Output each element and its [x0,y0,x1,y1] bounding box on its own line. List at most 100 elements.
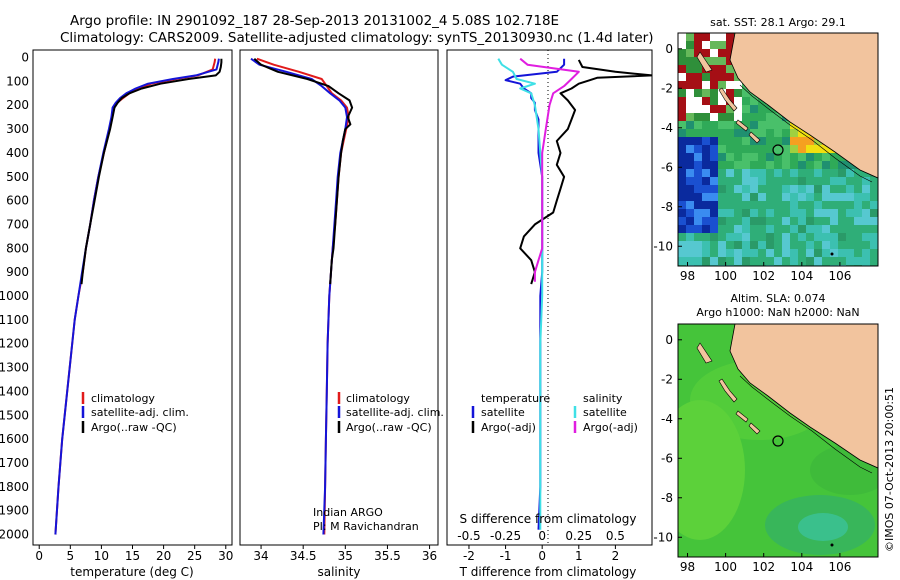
sst-cell [814,161,822,169]
sst-cell [862,177,870,185]
sst-cell [750,161,758,169]
y-tick-label: 1100 [0,313,29,327]
sst-cell [694,217,702,225]
sst-cell [734,185,742,193]
sst-cell [750,249,758,257]
sst-cell [742,89,750,97]
sst-cell [758,105,766,113]
sst-cell [686,161,694,169]
sst-cell [726,49,734,57]
annotation-pi-name: PI: M Ravichandran [313,520,419,533]
sst-cell [846,161,854,169]
sst-cell [718,41,726,49]
y-tick-label: 600 [6,194,29,208]
sst-cell [710,49,718,57]
sst-cell [686,129,694,137]
y-tick-label: 200 [6,98,29,112]
sst-cell [814,169,822,177]
sst-cell [766,129,774,137]
sst-cell [830,169,838,177]
sst-cell [718,33,726,41]
sst-cell [774,209,782,217]
sst-cell [742,257,750,265]
sst-cell [702,73,710,81]
sst-cell [694,49,702,57]
sst-cell [830,257,838,265]
sst-cell [694,177,702,185]
sst-cell [782,161,790,169]
sst-cell [694,33,702,41]
sla-map-title-2: Argo h1000: NaN h2000: NaN [696,306,859,319]
sst-cell [726,185,734,193]
sst-cell [686,257,694,265]
sst-cell [782,169,790,177]
difference-legend: temperature salinity satellite Argo(-adj… [471,392,638,434]
map-y-tick-label: -8 [661,491,673,505]
sst-cell [686,241,694,249]
sst-cell [766,161,774,169]
sst-cell [718,105,726,113]
sst-cell [726,73,734,81]
sst-cell [734,241,742,249]
sst-cell [718,153,726,161]
sst-cell [718,97,726,105]
sst-cell [694,97,702,105]
sst-cell [782,209,790,217]
sst-cell [870,193,878,201]
sst-cell [702,81,710,89]
x-tick-label: -1 [500,549,512,563]
sst-cell [766,217,774,225]
sst-cell [742,225,750,233]
depth-y-ticks: 0 100 200 300 400 500 600 700 800 900 1000 1100 1200… [0,51,29,542]
legend-label-temp-argo: Argo(-adj) [481,421,536,434]
sst-cell [862,257,870,265]
sst-cell [678,97,686,105]
sst-cell [734,193,742,201]
sst-cell [678,121,686,129]
sst-cell [734,217,742,225]
sst-cell [726,177,734,185]
sst-cell [870,217,878,225]
sst-cell [774,233,782,241]
sst-cell [678,105,686,113]
sst-cell [742,177,750,185]
sst-cell [686,89,694,97]
sst-cell [862,193,870,201]
sst-map-frame [677,32,879,267]
sst-cell [766,193,774,201]
sst-cell [822,225,830,233]
sumatra-landmass [729,33,878,179]
sst-cell [710,257,718,265]
sst-cell [774,113,782,121]
sumatra-landmass [729,324,878,469]
sst-cell [726,105,734,113]
sst-cell [710,105,718,113]
sst-cell [742,121,750,129]
sst-cell [686,113,694,121]
sst-cell [734,81,742,89]
sst-cell [758,113,766,121]
sst-cell [774,129,782,137]
y-tick-label: 1300 [0,361,29,375]
sst-cell [686,177,694,185]
sst-cell [822,201,830,209]
sst-cell [838,185,846,193]
sst-cell [806,185,814,193]
y-tick-label: 0 [21,51,29,65]
sst-cell [766,113,774,121]
sst-cell [710,201,718,209]
sst-cell [726,89,734,97]
sst-cell [726,57,734,65]
island-sipora [735,410,749,423]
sst-cell [678,185,686,193]
sst-cell [798,193,806,201]
sst-cell [710,145,718,153]
series-line-salinity-satellite [497,58,544,530]
sst-cell [702,193,710,201]
sst-cell [702,97,710,105]
salinity-axes-frame [239,49,439,546]
sst-cell [694,121,702,129]
sst-cell [854,257,862,265]
sst-cell [766,241,774,249]
sst-cell [782,225,790,233]
